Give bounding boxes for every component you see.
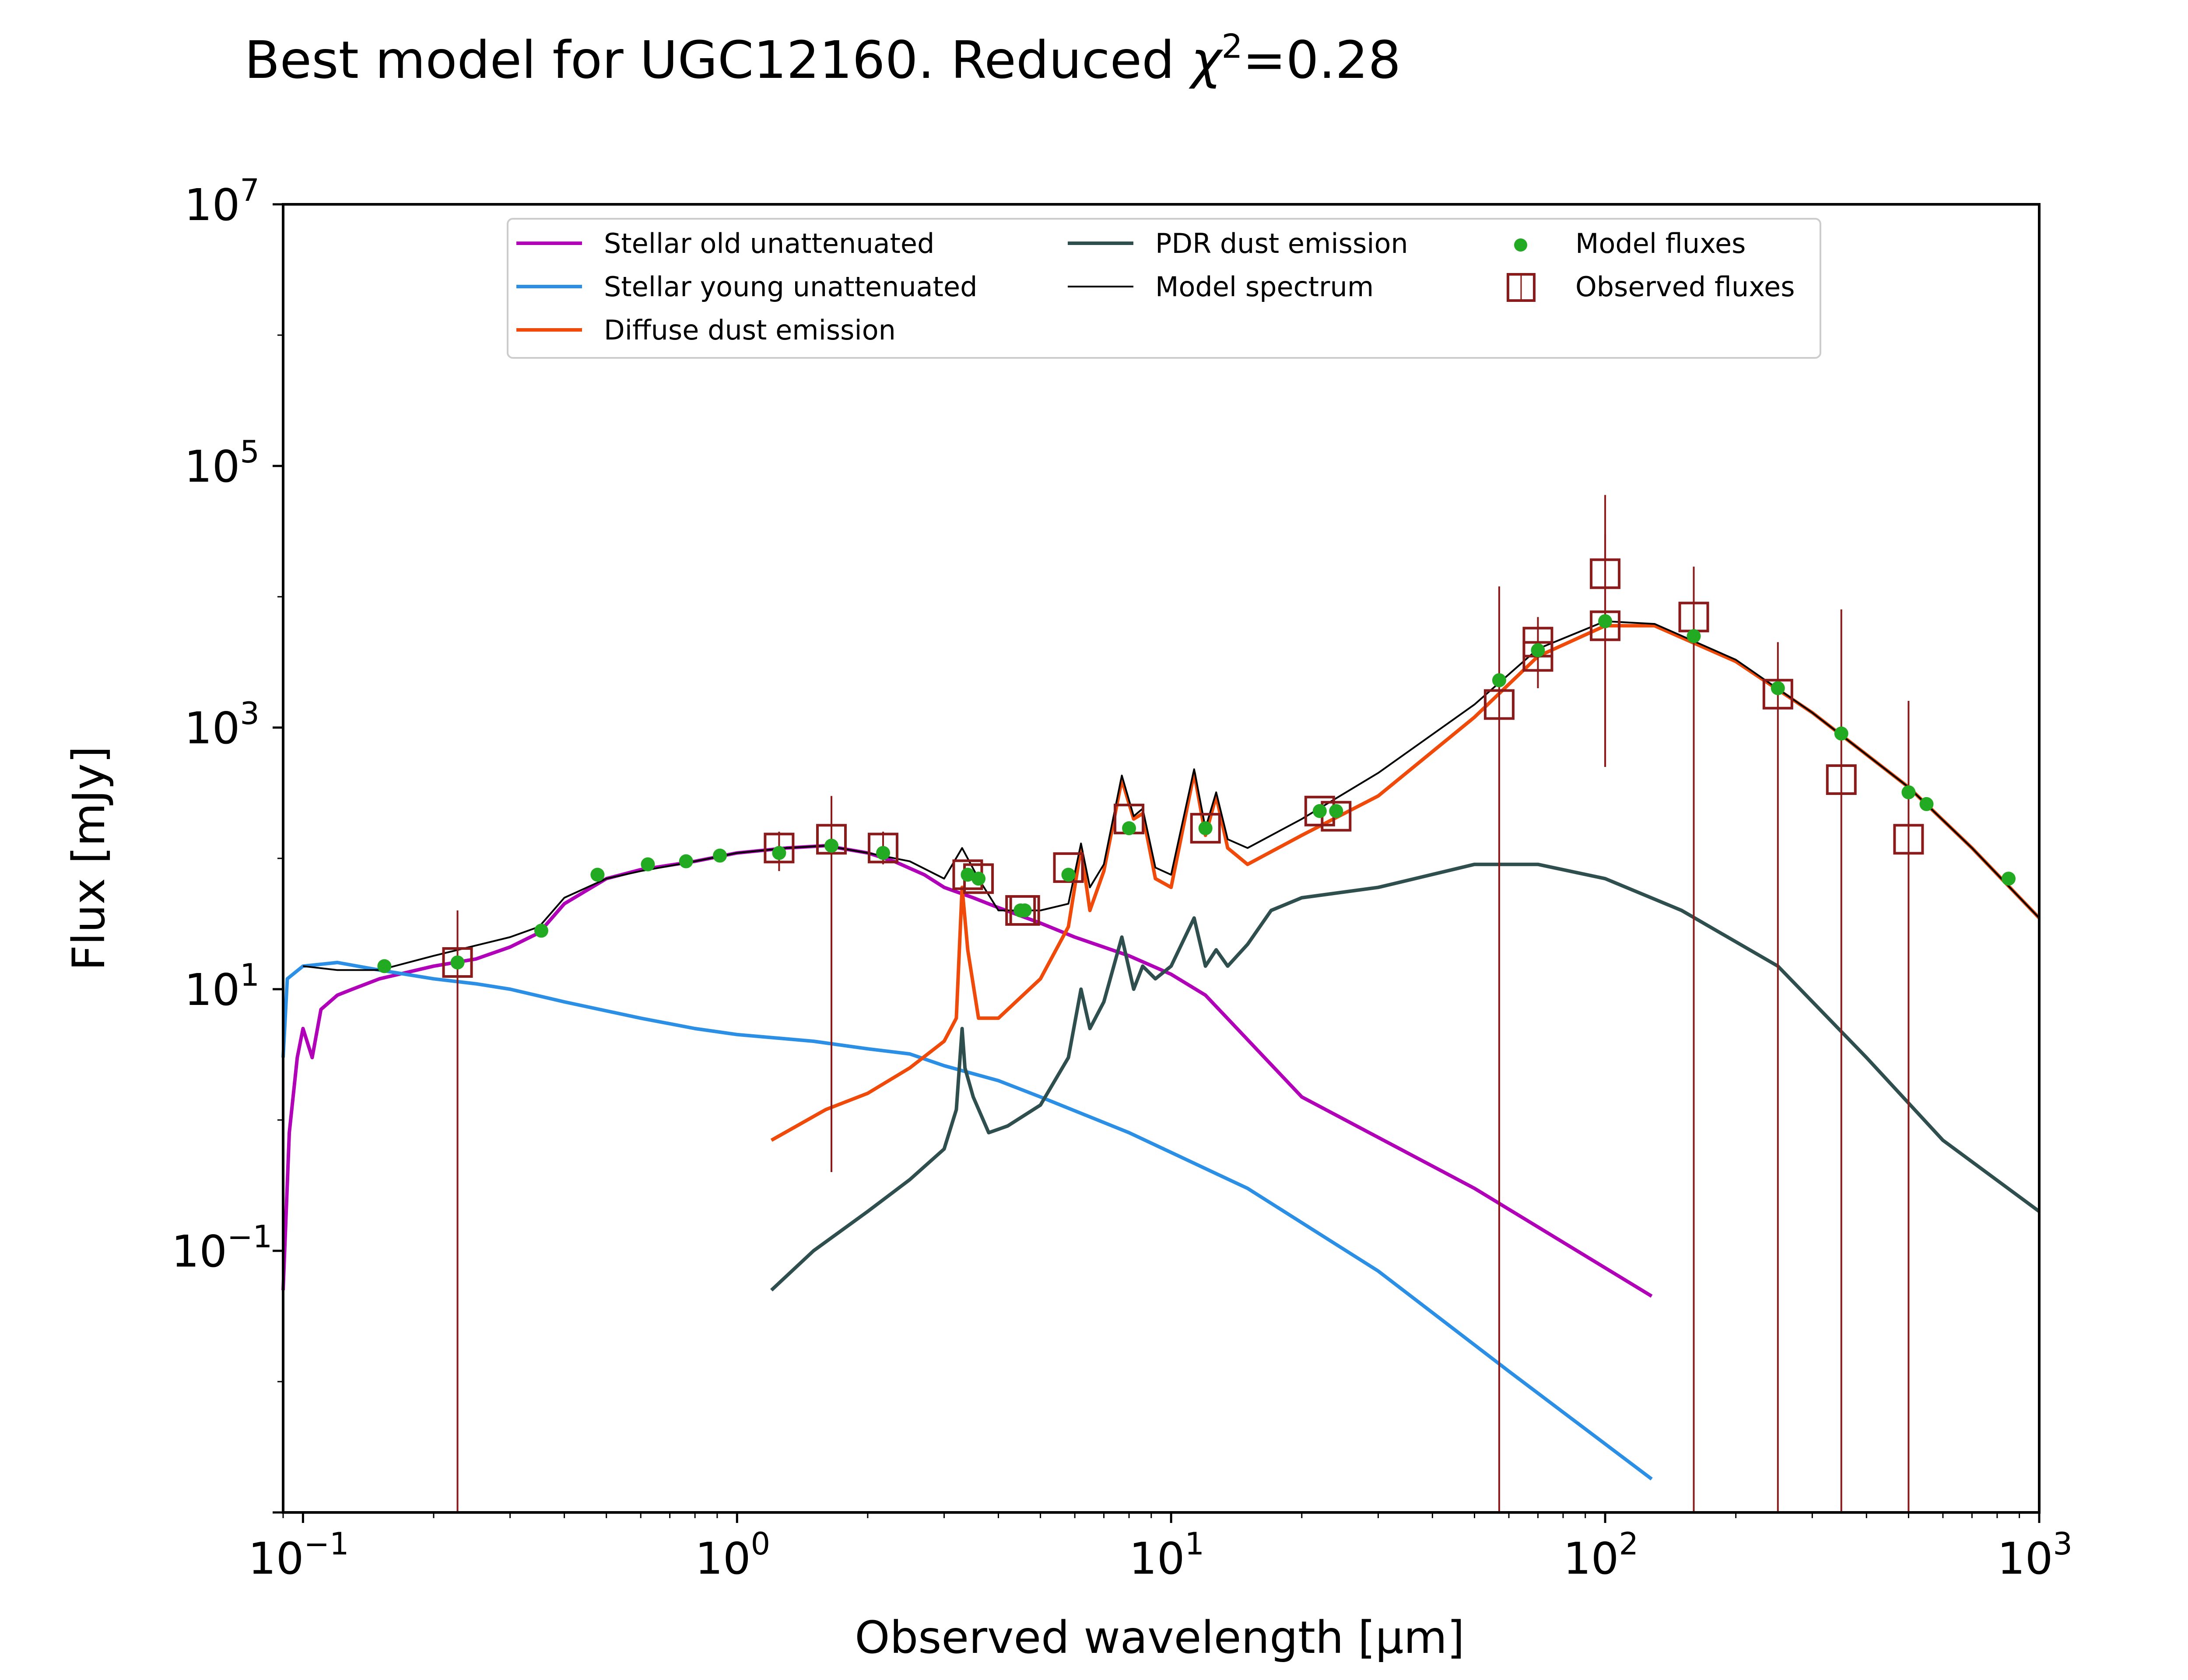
model-flux-marker bbox=[1901, 785, 1916, 799]
chart-title: Best model for UGC12160. Reduced χ2=0.28 bbox=[245, 27, 1401, 90]
y-tick-label: 107 bbox=[184, 172, 259, 231]
model-flux-marker bbox=[713, 848, 727, 863]
y-tick-label: 103 bbox=[184, 696, 259, 754]
y-tick-label: 101 bbox=[184, 957, 259, 1015]
model-flux-marker bbox=[1771, 681, 1785, 695]
legend-label: Diffuse dust emission bbox=[604, 314, 896, 346]
model-flux-marker bbox=[961, 868, 975, 882]
legend-label: PDR dust emission bbox=[1155, 228, 1408, 259]
model-flux-marker bbox=[1122, 821, 1136, 836]
legend: Stellar old unattenuated Stellar young un… bbox=[507, 218, 1821, 359]
observed-flux-marker bbox=[1762, 679, 1793, 710]
model-flux-marker bbox=[824, 839, 839, 853]
x-tick-label: 102 bbox=[1563, 1526, 1638, 1584]
model-flux-marker bbox=[876, 846, 891, 860]
legend-label: Observed fluxes bbox=[1575, 271, 1795, 303]
x-tick-label: 101 bbox=[1129, 1526, 1204, 1584]
series-diffuse-dust-emission bbox=[770, 624, 2041, 1142]
observed-flux-marker bbox=[1893, 824, 1924, 855]
plot-area-frame bbox=[282, 203, 2041, 1514]
x-tick-label: 10−1 bbox=[248, 1526, 349, 1584]
series-stellar-young-unattenuated bbox=[281, 961, 1653, 1480]
model-flux-marker bbox=[679, 854, 693, 868]
model-flux-marker bbox=[1329, 804, 1343, 818]
observed-flux-marker bbox=[868, 833, 899, 864]
model-flux-marker bbox=[1492, 673, 1506, 687]
x-axis-label: Observed wavelength [μm] bbox=[855, 1612, 1465, 1664]
legend-item-model-spectrum: Model spectrum bbox=[1068, 271, 1374, 303]
model-flux-marker bbox=[1017, 903, 1032, 917]
observed-flux-marker bbox=[1826, 764, 1857, 795]
model-flux-marker bbox=[1312, 804, 1327, 818]
y-axis-label: Flux [mJy] bbox=[63, 746, 115, 971]
model-flux-marker bbox=[641, 857, 655, 872]
model-flux-marker bbox=[971, 872, 986, 886]
model-flux-marker bbox=[1061, 868, 1076, 882]
model-flux-marker bbox=[1687, 629, 1701, 644]
legend-label: Model fluxes bbox=[1575, 228, 1746, 259]
x-tick-label: 103 bbox=[1997, 1526, 2072, 1584]
observed-flux-marker bbox=[1590, 610, 1621, 641]
model-flux-marker bbox=[1198, 821, 1213, 836]
observed-flux-marker bbox=[1190, 813, 1221, 844]
model-flux-marker bbox=[377, 959, 392, 973]
legend-box bbox=[507, 218, 1821, 359]
model-flux-marker bbox=[1598, 614, 1613, 628]
model-flux-marker bbox=[450, 955, 465, 970]
model-flux-marker bbox=[2001, 872, 2016, 886]
legend-item-stellar-old-unattenuated: Stellar old unattenuated bbox=[516, 228, 934, 259]
points-layer bbox=[377, 495, 2016, 1512]
x-axis-ticks: 10−1 100 101 102 103 bbox=[248, 1512, 2072, 1584]
model-flux-marker bbox=[1834, 726, 1848, 741]
observed-flux-marker bbox=[442, 947, 473, 978]
observed-flux-marker bbox=[764, 833, 795, 864]
legend-item-stellar-young-unattenuated: Stellar young unattenuated bbox=[516, 271, 977, 303]
legend-item-pdr-dust-emission: PDR dust emission bbox=[1068, 228, 1408, 259]
observed-flux-marker bbox=[816, 824, 847, 855]
legend-item-observed-fluxes: Observed fluxes bbox=[1507, 271, 1795, 303]
legend-label: Model spectrum bbox=[1155, 271, 1374, 303]
y-tick-label: 10−1 bbox=[172, 1219, 272, 1277]
model-flux-marker bbox=[590, 868, 605, 882]
legend-item-diffuse-dust-emission: Diffuse dust emission bbox=[516, 314, 896, 346]
model-flux-marker bbox=[1531, 643, 1545, 658]
observed-flux-marker bbox=[1009, 895, 1040, 926]
series-model-spectrum bbox=[303, 620, 2040, 971]
legend-label: Stellar young unattenuated bbox=[604, 271, 977, 303]
model-flux-marker bbox=[534, 924, 548, 938]
y-tick-label: 105 bbox=[184, 434, 259, 492]
series-layer bbox=[281, 620, 2041, 1480]
legend-swatch bbox=[1514, 238, 1527, 252]
model-flux-marker bbox=[772, 846, 786, 860]
series-pdr-dust-emission bbox=[770, 862, 2041, 1292]
legend-item-model-fluxes: Model fluxes bbox=[1514, 228, 1746, 259]
x-tick-label: 100 bbox=[695, 1526, 770, 1584]
legend-label: Stellar old unattenuated bbox=[604, 228, 934, 259]
y-axis-ticks: 10−1 101 103 105 107 bbox=[172, 172, 283, 1514]
model-flux-marker bbox=[1919, 797, 1934, 811]
observed-flux-marker bbox=[1483, 689, 1515, 720]
